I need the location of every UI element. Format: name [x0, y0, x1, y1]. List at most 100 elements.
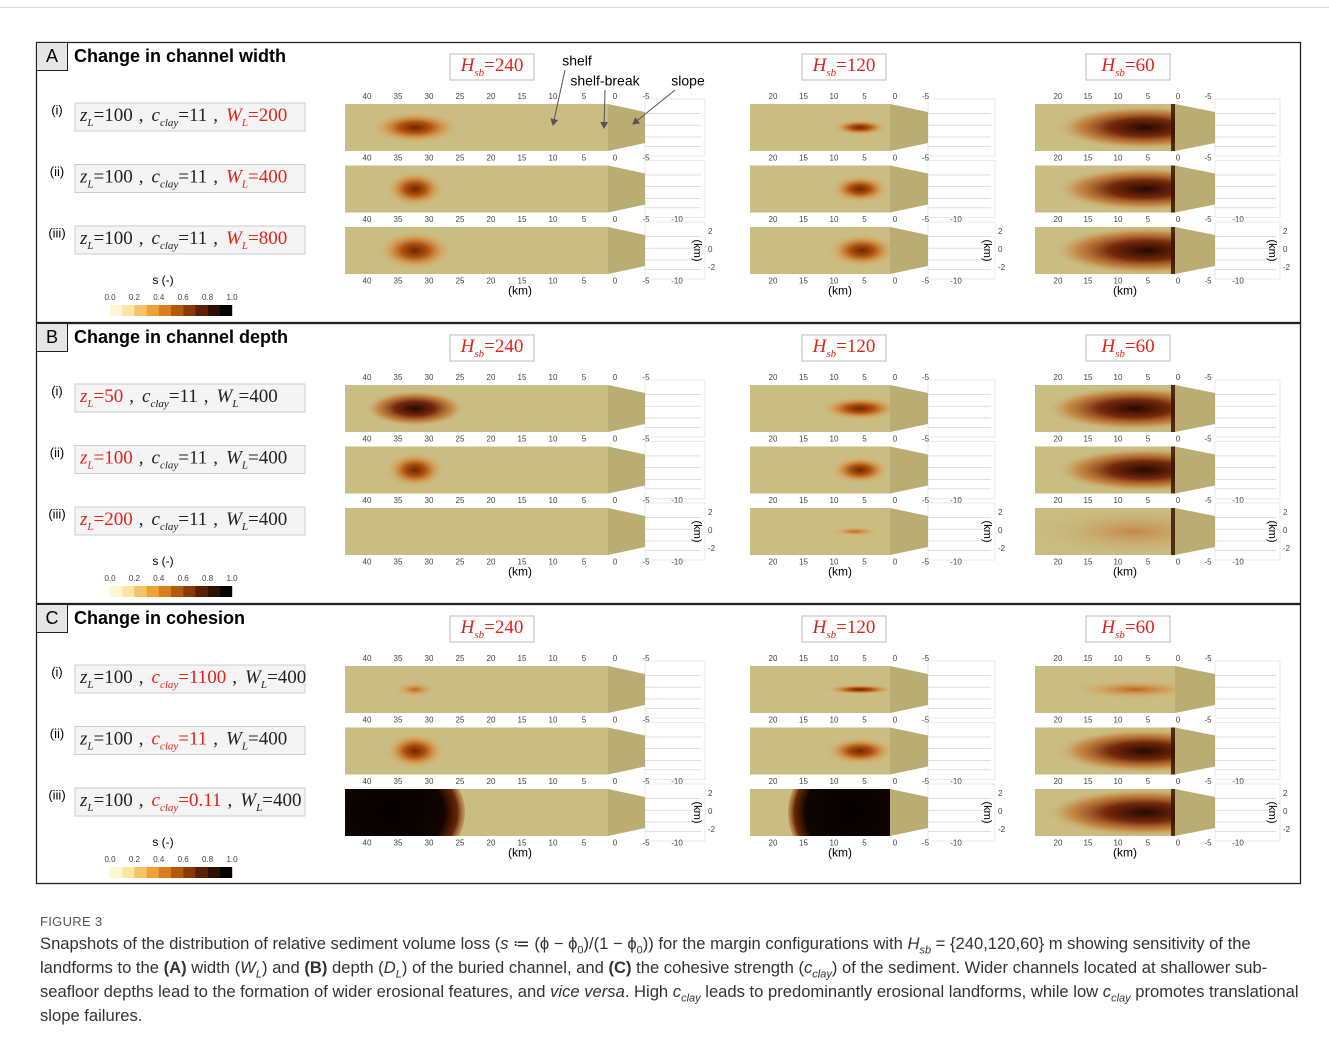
x-tick-label: 15 [1084, 558, 1093, 567]
x-tick-label: 25 [456, 215, 465, 224]
x-tick-label: 0 [893, 654, 898, 663]
x-tick-label: 20 [769, 277, 778, 286]
slope [608, 666, 645, 713]
x-tick-label: 40 [363, 92, 372, 101]
x-tick-label: 15 [518, 92, 527, 101]
colorbar-cell [220, 867, 232, 878]
x-tick-label: -10 [671, 277, 683, 286]
param-subscript: L [86, 240, 93, 252]
x-tick-label: -5 [922, 839, 930, 848]
param-subscript: clay [160, 459, 178, 471]
parameter-label: zL=100,cclay=0.11,WL=400 [79, 790, 301, 813]
header-value: 60 [1136, 55, 1155, 76]
header-symbol: H [812, 55, 828, 76]
param-value: 11 [179, 386, 197, 407]
x-tick-label: 15 [518, 154, 527, 163]
x-tick-label: 0 [893, 839, 898, 848]
depth-tick: 0 [708, 245, 713, 254]
x-tick-label: 15 [799, 654, 808, 663]
x-tick-label: 25 [456, 839, 465, 848]
param-subscript: L [86, 740, 93, 752]
shelf-break-scar [1171, 227, 1175, 274]
equals: = [238, 386, 249, 407]
separator: , [139, 105, 144, 126]
x-tick-label: 40 [363, 373, 372, 382]
colorbar-cell [171, 867, 183, 878]
x-tick-label: 10 [549, 558, 558, 567]
panel-title: Change in channel depth [74, 327, 288, 347]
header: Hsb=120 [812, 617, 876, 640]
param-value: 400 [249, 386, 278, 407]
slope-box [1215, 661, 1280, 718]
snapshot [345, 666, 608, 713]
x-tick-label: 40 [363, 496, 372, 505]
slope [890, 447, 928, 494]
colorbar-tick: 1.0 [226, 293, 238, 302]
x-tick-label: 20 [1054, 654, 1063, 663]
colorbar-cell [134, 867, 146, 878]
x-tick-label: -10 [950, 277, 962, 286]
x-tick-label: 20 [1054, 558, 1063, 567]
separator: , [213, 509, 218, 530]
param-subscript: clay [160, 740, 178, 752]
header-subscript: sb [826, 348, 836, 360]
slope [1175, 447, 1215, 494]
slope [608, 447, 645, 494]
caption-part: ) and [262, 958, 304, 977]
x-tick-label: 20 [487, 373, 496, 382]
x-tick-label: 0 [893, 435, 898, 444]
x-tick-label: 0 [613, 92, 618, 101]
slope-box [1215, 380, 1280, 437]
x-tick-label: 15 [518, 496, 527, 505]
x-tick-label: 10 [830, 716, 839, 725]
x-tick-label: 5 [582, 92, 587, 101]
caption-part: D [384, 958, 396, 977]
panel-title: Change in channel width [74, 46, 286, 66]
x-tick-label: 30 [425, 654, 434, 663]
depth-tick: 2 [708, 227, 713, 236]
separator: , [139, 509, 144, 530]
param-value: 11 [189, 228, 207, 249]
parameter-label: zL=50,cclay=11,WL=400 [79, 386, 278, 409]
equals: = [94, 667, 105, 688]
slope [890, 728, 928, 775]
x-tick-label: 5 [1146, 654, 1151, 663]
separator: , [213, 105, 218, 126]
x-tick-label: 0 [1176, 92, 1181, 101]
param-value: 400 [259, 448, 288, 469]
separator: , [232, 667, 237, 688]
param-value: 800 [259, 228, 288, 249]
x-tick-label: 20 [1054, 496, 1063, 505]
x-tick-label: 15 [799, 277, 808, 286]
equals: = [178, 228, 189, 249]
caption-part: sb [919, 944, 931, 956]
x-tick-label: 5 [862, 277, 867, 286]
x-tick-label: 35 [394, 839, 403, 848]
colorbar-tick: 0.4 [153, 293, 165, 302]
caption-text: Snapshots of the distribution of relativ… [40, 932, 1308, 1028]
x-tick-label: 0 [613, 496, 618, 505]
x-tick-label: 20 [769, 716, 778, 725]
x-tick-label: 40 [363, 777, 372, 786]
equals: = [248, 105, 259, 126]
caption-part: s [500, 934, 508, 953]
x-tick-label: -5 [1204, 777, 1212, 786]
slope [1175, 508, 1215, 555]
x-tick-label: 15 [1084, 777, 1093, 786]
slope-box [928, 380, 995, 437]
x-tick-label: 10 [830, 435, 839, 444]
x-tick-label: 5 [1146, 777, 1151, 786]
x-tick-label: 10 [1114, 154, 1123, 163]
depth-tick: 0 [998, 245, 1003, 254]
x-tick-label: 35 [394, 92, 403, 101]
slope-box [928, 442, 995, 499]
x-tick-label: 20 [769, 777, 778, 786]
x-tick-label: -5 [922, 558, 930, 567]
x-tick-label: 15 [799, 215, 808, 224]
header-subscript: sb [474, 348, 484, 360]
param-value: 100 [104, 167, 133, 188]
caption-part: ) of the buried channel, and [402, 958, 609, 977]
caption-part: Snapshots of the distribution of relativ… [40, 934, 500, 953]
slope [1175, 104, 1215, 151]
header-subscript: sb [826, 67, 836, 79]
